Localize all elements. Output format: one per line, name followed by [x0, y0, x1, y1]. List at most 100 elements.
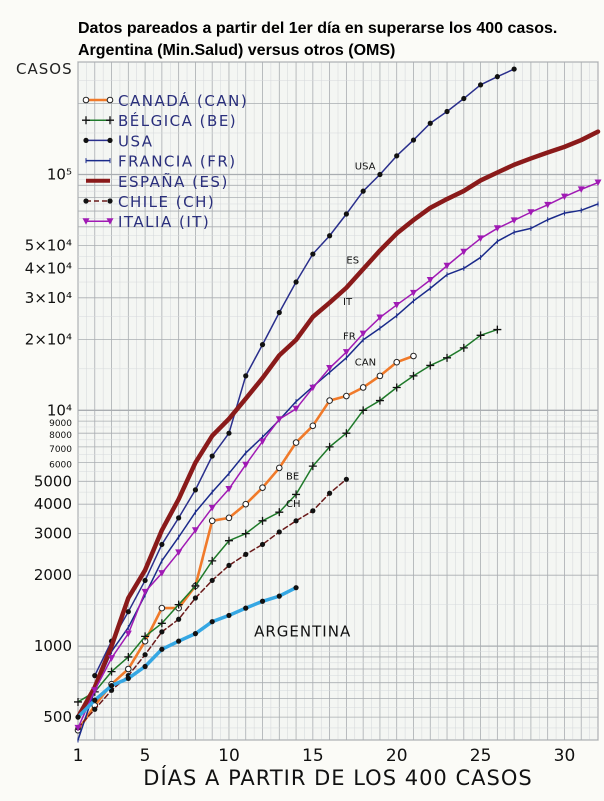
- data-point-0: [275, 464, 283, 472]
- data-point-6: [242, 461, 250, 469]
- y-tick-label: 4000: [34, 495, 72, 513]
- y-tick-label: 1000: [34, 637, 72, 655]
- data-point-2: [159, 541, 165, 548]
- data-point-6: [74, 724, 82, 732]
- data-point-1: [74, 697, 82, 706]
- data-point-0: [292, 439, 300, 446]
- data-point-7: [176, 638, 182, 644]
- data-point-6: [393, 301, 401, 309]
- data-point-2: [427, 120, 433, 126]
- data-point-6: [560, 193, 568, 201]
- legend-marker: [106, 116, 114, 125]
- data-point-5: [327, 490, 333, 496]
- data-point-2: [192, 487, 199, 493]
- data-point-1: [409, 371, 418, 380]
- data-point-0: [343, 392, 350, 400]
- legend-label: FRANCIA (FR): [118, 153, 237, 171]
- data-point-6: [426, 276, 434, 284]
- legend-marker: [107, 198, 113, 204]
- data-point-5: [142, 652, 148, 658]
- annotation-label: CH: [286, 499, 301, 510]
- data-point-7: [159, 646, 165, 652]
- data-point-2: [444, 108, 450, 115]
- legend-marker: [107, 137, 113, 143]
- legend-label: ITALIA (IT): [118, 213, 210, 231]
- data-point-6: [443, 262, 451, 270]
- data-point-2: [394, 153, 400, 159]
- y-tick-label: 2×10⁴: [25, 330, 72, 348]
- data-point-6: [342, 349, 350, 356]
- data-point-0: [393, 358, 401, 366]
- x-tick-label: 30: [554, 746, 576, 766]
- data-point-6: [275, 416, 283, 423]
- y-axis-label: CASOS: [16, 60, 73, 78]
- y-tick-label: 4×10⁴: [25, 259, 72, 277]
- data-point-1: [476, 331, 485, 340]
- y-tick-label: 10⁴: [47, 401, 72, 419]
- legend-marker: [106, 96, 114, 104]
- data-point-6: [510, 217, 518, 224]
- series-line-2: [94, 68, 515, 677]
- annotation-label: FR: [343, 331, 356, 342]
- data-point-1: [443, 353, 452, 362]
- data-point-1: [325, 442, 334, 451]
- data-point-2: [243, 373, 249, 379]
- data-point-2: [310, 251, 316, 257]
- data-point-1: [191, 581, 200, 590]
- data-point-1: [392, 383, 401, 392]
- data-point-7: [75, 714, 81, 720]
- x-tick-label: 10: [218, 746, 240, 766]
- data-point-6: [460, 248, 468, 256]
- data-point-1: [258, 516, 267, 525]
- legend-label: CHILE (CH): [118, 193, 215, 211]
- y-tick-label: 500: [43, 708, 72, 726]
- y-tick-label: 5×10⁴: [25, 237, 72, 255]
- data-point-6: [477, 235, 485, 242]
- legend-label: BÉLGICA (BE): [118, 111, 237, 130]
- data-point-6: [376, 314, 384, 322]
- x-tick-label: 5: [140, 746, 151, 766]
- x-tick-label: 1: [73, 746, 84, 766]
- y-tick-label: 6000: [49, 461, 72, 471]
- data-point-2: [209, 453, 215, 459]
- data-point-0: [326, 397, 333, 404]
- data-point-2: [293, 279, 299, 285]
- data-point-6: [544, 201, 552, 209]
- data-point-1: [359, 406, 368, 415]
- x-axis-label: DÍAS A PARTIR DE LOS 400 CASOS: [143, 765, 532, 790]
- legend-marker: [83, 137, 89, 143]
- x-tick-label: 20: [386, 746, 408, 766]
- legend-marker: [82, 218, 90, 225]
- annotation-label: USA: [355, 162, 376, 173]
- data-point-2: [176, 515, 182, 521]
- data-point-6: [493, 225, 501, 232]
- annotation-label: IT: [343, 297, 353, 308]
- series-line-6: [77, 181, 599, 729]
- data-point-6: [225, 485, 233, 493]
- data-point-1: [426, 361, 435, 370]
- data-point-2: [92, 673, 98, 679]
- series-line-7: [76, 585, 298, 719]
- data-point-1: [292, 490, 301, 499]
- y-tick-label: 8000: [49, 431, 72, 441]
- data-point-1: [157, 619, 166, 628]
- data-point-2: [477, 82, 484, 88]
- data-point-1: [275, 508, 284, 517]
- data-point-5: [343, 476, 349, 482]
- data-point-2: [125, 609, 131, 615]
- data-point-0: [410, 352, 417, 360]
- data-point-0: [242, 500, 250, 508]
- data-point-6: [527, 209, 535, 216]
- data-point-6: [259, 438, 267, 445]
- data-point-0: [125, 665, 132, 673]
- data-point-2: [142, 577, 148, 584]
- data-point-5: [276, 529, 282, 535]
- data-point-1: [208, 556, 217, 565]
- data-point-1: [308, 462, 317, 471]
- y-tick-label: 10⁵: [47, 166, 72, 184]
- legend-label: USA: [118, 132, 154, 150]
- y-tick-label: 7000: [49, 445, 72, 455]
- y-tick-label: 2000: [34, 566, 72, 584]
- data-point-5: [259, 541, 266, 548]
